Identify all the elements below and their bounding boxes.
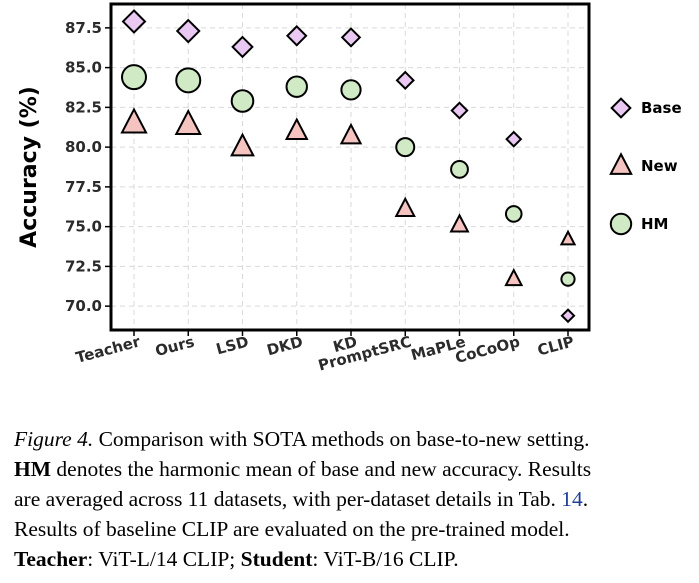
hm-point bbox=[450, 159, 469, 179]
caption-hm-term: HM bbox=[14, 457, 52, 481]
hm-point bbox=[395, 137, 416, 158]
legend-label: Base bbox=[641, 99, 682, 117]
new-point bbox=[449, 213, 470, 233]
caption-line-4: Results of baseline CLIP are evaluated o… bbox=[14, 517, 570, 541]
hm-point bbox=[504, 205, 523, 223]
caption-figure-label: Figure 4. bbox=[14, 427, 94, 451]
series-hm bbox=[121, 64, 576, 287]
new-point bbox=[174, 108, 202, 136]
series-new bbox=[120, 107, 577, 287]
x-tick-label: Teacher bbox=[74, 332, 143, 367]
hm-point bbox=[230, 89, 255, 113]
hm-point bbox=[175, 67, 202, 94]
caption-line-3: are averaged across 11 datasets, with pe… bbox=[14, 484, 698, 514]
new-point bbox=[504, 267, 524, 287]
legend-triangle-icon bbox=[609, 152, 633, 175]
y-tick-label: 70.0 bbox=[65, 297, 102, 315]
legend-entry-hm: HM bbox=[609, 212, 668, 236]
base-point bbox=[340, 27, 362, 48]
hm-point bbox=[285, 75, 308, 98]
legend-circle-icon bbox=[609, 212, 633, 236]
caption-line-5-mid: : ViT-L/14 CLIP; bbox=[87, 547, 241, 571]
y-axis-label: Accuracy (%) bbox=[17, 86, 42, 248]
y-tick-label: 80.0 bbox=[65, 138, 102, 156]
y-tick-label: 87.5 bbox=[65, 19, 102, 37]
x-tick-label: CLIP bbox=[535, 332, 576, 359]
legend-diamond-icon bbox=[610, 97, 632, 119]
base-point bbox=[395, 70, 415, 90]
table-reference-link[interactable]: 14 bbox=[561, 487, 583, 511]
caption-line-1-text: Comparison with SOTA methods on base-to-… bbox=[93, 427, 590, 451]
y-tick-label: 77.5 bbox=[65, 178, 102, 196]
caption-line-3-text: are averaged across 11 datasets, with pe… bbox=[14, 487, 562, 511]
caption-line-2: HM denotes the harmonic mean of base and… bbox=[14, 454, 698, 484]
plot-frame bbox=[109, 2, 591, 332]
caption-teacher-term: Teacher bbox=[14, 547, 88, 571]
caption-line-5: Teacher: ViT-L/14 CLIP; Student: ViT-B/1… bbox=[14, 544, 698, 574]
y-tick-label: 82.5 bbox=[65, 98, 102, 116]
base-point bbox=[285, 25, 308, 47]
y-tick-label: 75.0 bbox=[65, 218, 102, 236]
legend-label: New bbox=[641, 157, 678, 175]
series-base bbox=[121, 9, 576, 324]
base-point bbox=[231, 35, 254, 59]
caption-student-term: Student bbox=[240, 547, 313, 571]
x-tick-label: DKD bbox=[265, 332, 305, 359]
accuracy-chart: 70.0 72.5 75.0 77.5 80.0 82.5 85.0 87.5 Teacher O… bbox=[17, 2, 682, 375]
x-tick-label: KD bbox=[331, 332, 359, 356]
new-point bbox=[120, 107, 148, 134]
legend-entry-base: Base bbox=[610, 97, 682, 119]
new-point bbox=[339, 122, 363, 145]
caption-line-5-end: : ViT-B/16 CLIP. bbox=[312, 547, 459, 571]
new-point bbox=[284, 117, 309, 141]
grid-lines bbox=[111, 4, 589, 330]
new-point bbox=[230, 132, 255, 157]
hm-point bbox=[560, 271, 576, 287]
caption-line-2-text: denotes the harmonic mean of base and ne… bbox=[51, 457, 592, 481]
x-tick-label: LSD bbox=[214, 332, 250, 358]
y-tick-label: 72.5 bbox=[65, 257, 102, 275]
hm-point bbox=[121, 64, 147, 91]
y-tick-label: 85.0 bbox=[65, 59, 102, 77]
base-point bbox=[505, 130, 523, 148]
legend-entry-new: New bbox=[609, 152, 678, 175]
base-point bbox=[560, 308, 576, 324]
caption-line-3-end: . bbox=[582, 487, 589, 511]
new-point bbox=[559, 229, 577, 246]
caption-line-1: Figure 4. Comparison with SOTA methods o… bbox=[14, 424, 698, 454]
base-point bbox=[175, 18, 201, 44]
figure-caption: Figure 4. Comparison with SOTA methods o… bbox=[14, 424, 698, 574]
base-point bbox=[121, 9, 147, 34]
legend-label: HM bbox=[641, 215, 668, 233]
x-tick-label: Ours bbox=[153, 332, 196, 360]
hm-point bbox=[340, 79, 362, 101]
base-point bbox=[450, 101, 469, 120]
new-point bbox=[394, 196, 416, 218]
